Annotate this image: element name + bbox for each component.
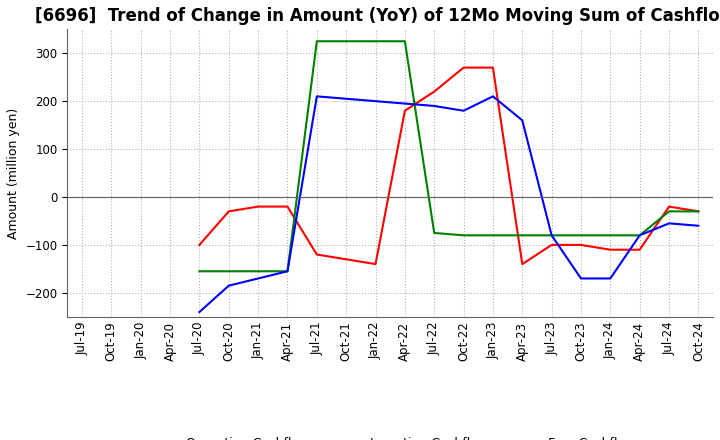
Free Cashflow bbox=[400, 101, 409, 106]
Free Cashflow bbox=[430, 103, 438, 109]
Free Cashflow bbox=[283, 269, 292, 274]
Free Cashflow bbox=[489, 94, 498, 99]
Operating Cashflow bbox=[518, 261, 526, 267]
Free Cashflow bbox=[372, 99, 380, 104]
Operating Cashflow bbox=[225, 209, 233, 214]
Operating Cashflow bbox=[459, 65, 468, 70]
Free Cashflow bbox=[665, 221, 673, 226]
Operating Cashflow bbox=[577, 242, 585, 248]
Free Cashflow bbox=[342, 96, 351, 101]
Operating Cashflow bbox=[547, 242, 556, 248]
Operating Cashflow bbox=[342, 257, 351, 262]
Operating Cashflow bbox=[312, 252, 321, 257]
Operating Cashflow bbox=[254, 204, 263, 209]
Operating Cashflow bbox=[430, 89, 438, 94]
Free Cashflow bbox=[694, 223, 703, 228]
Operating Cashflow bbox=[283, 204, 292, 209]
Legend: Operating Cashflow, Investing Cashflow, Free Cashflow: Operating Cashflow, Investing Cashflow, … bbox=[140, 433, 640, 440]
Investing Cashflow bbox=[694, 209, 703, 214]
Operating Cashflow bbox=[606, 247, 615, 253]
Investing Cashflow bbox=[577, 233, 585, 238]
Free Cashflow bbox=[195, 309, 204, 315]
Investing Cashflow bbox=[372, 39, 380, 44]
Investing Cashflow bbox=[195, 269, 204, 274]
Investing Cashflow bbox=[283, 269, 292, 274]
Line: Free Cashflow: Free Cashflow bbox=[199, 96, 698, 312]
Free Cashflow bbox=[459, 108, 468, 114]
Investing Cashflow bbox=[459, 233, 468, 238]
Line: Operating Cashflow: Operating Cashflow bbox=[199, 68, 698, 264]
Operating Cashflow bbox=[665, 204, 673, 209]
Free Cashflow bbox=[225, 283, 233, 288]
Operating Cashflow bbox=[195, 242, 204, 248]
Investing Cashflow bbox=[635, 233, 644, 238]
Free Cashflow bbox=[312, 94, 321, 99]
Investing Cashflow bbox=[547, 233, 556, 238]
Free Cashflow bbox=[635, 233, 644, 238]
Operating Cashflow bbox=[489, 65, 498, 70]
Operating Cashflow bbox=[400, 108, 409, 114]
Free Cashflow bbox=[577, 276, 585, 281]
Investing Cashflow bbox=[430, 230, 438, 235]
Free Cashflow bbox=[547, 233, 556, 238]
Line: Investing Cashflow: Investing Cashflow bbox=[199, 41, 698, 271]
Investing Cashflow bbox=[225, 269, 233, 274]
Operating Cashflow bbox=[694, 209, 703, 214]
Free Cashflow bbox=[606, 276, 615, 281]
Title: [6696]  Trend of Change in Amount (YoY) of 12Mo Moving Sum of Cashflows: [6696] Trend of Change in Amount (YoY) o… bbox=[35, 7, 720, 25]
Y-axis label: Amount (million yen): Amount (million yen) bbox=[7, 107, 20, 238]
Operating Cashflow bbox=[635, 247, 644, 253]
Investing Cashflow bbox=[489, 233, 498, 238]
Investing Cashflow bbox=[312, 39, 321, 44]
Investing Cashflow bbox=[342, 39, 351, 44]
Investing Cashflow bbox=[518, 233, 526, 238]
Free Cashflow bbox=[254, 276, 263, 281]
Free Cashflow bbox=[518, 117, 526, 123]
Investing Cashflow bbox=[254, 269, 263, 274]
Operating Cashflow bbox=[372, 261, 380, 267]
Investing Cashflow bbox=[606, 233, 615, 238]
Investing Cashflow bbox=[665, 209, 673, 214]
Investing Cashflow bbox=[400, 39, 409, 44]
